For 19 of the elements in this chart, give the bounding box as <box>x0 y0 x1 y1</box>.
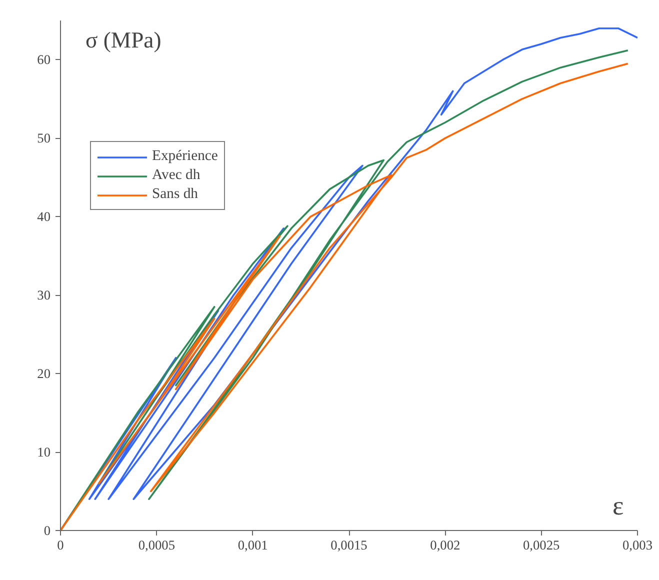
x-tick-label: 0,0005 <box>138 538 176 552</box>
y-tick-label: 20 <box>37 366 51 382</box>
x-axis-title: ε <box>612 490 624 520</box>
x-tick-label: 0,0015 <box>330 538 368 552</box>
x-tick-label: 0,003 <box>622 538 653 552</box>
x-tick-label: 0,001 <box>238 538 268 552</box>
y-tick-label: 10 <box>37 444 51 460</box>
x-tick-label: 0 <box>57 538 64 552</box>
y-axis-title: σ (MPa) <box>86 28 162 52</box>
y-tick-label: 60 <box>37 52 51 68</box>
x-tick-label: 0,002 <box>430 538 460 552</box>
legend-label: Sans dh <box>152 186 198 203</box>
y-tick-label: 40 <box>37 209 51 224</box>
y-tick-label: 0 <box>44 523 51 538</box>
legend-label: Expérience <box>152 148 218 165</box>
y-tick-label: 30 <box>37 288 51 303</box>
legend-label: Avec dh <box>152 167 200 184</box>
x-tick-label: 0,0025 <box>523 538 560 552</box>
y-tick-label: 50 <box>37 130 51 146</box>
